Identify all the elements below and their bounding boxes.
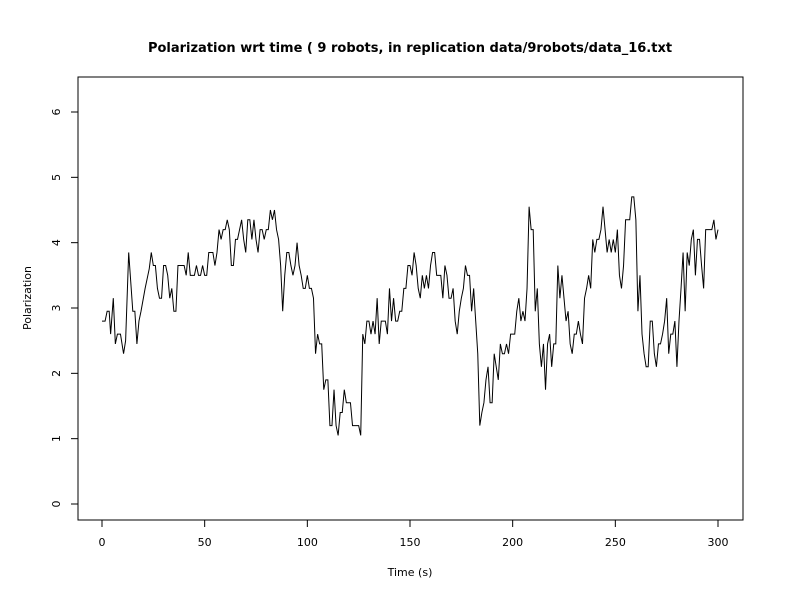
x-tick-label: 300 [708,536,729,549]
x-tick-label: 250 [605,536,626,549]
x-tick-label: 50 [198,536,212,549]
plot-frame [77,76,744,521]
y-tick-label: 3 [50,305,63,312]
x-tick-label: 150 [400,536,421,549]
y-tick-label: 2 [50,370,63,377]
x-axis: 0 50 100 150 200 250 300 [99,519,729,549]
polarization-series-line [102,196,719,436]
y-tick-label: 4 [50,239,63,246]
x-tick-label: 100 [297,536,318,549]
x-tick-label: 0 [99,536,106,549]
y-tick-label: 0 [50,501,63,508]
y-tick-label: 6 [50,109,63,116]
chart-title: Polarization wrt time ( 9 robots, in rep… [148,41,672,56]
y-axis-label: Polarization [21,266,34,330]
y-tick-label: 1 [50,435,63,442]
x-axis-label: Time (s) [387,566,433,579]
y-tick-label: 5 [50,174,63,181]
x-tick-label: 200 [502,536,523,549]
y-axis: 0 1 2 3 4 5 6 [50,109,79,508]
